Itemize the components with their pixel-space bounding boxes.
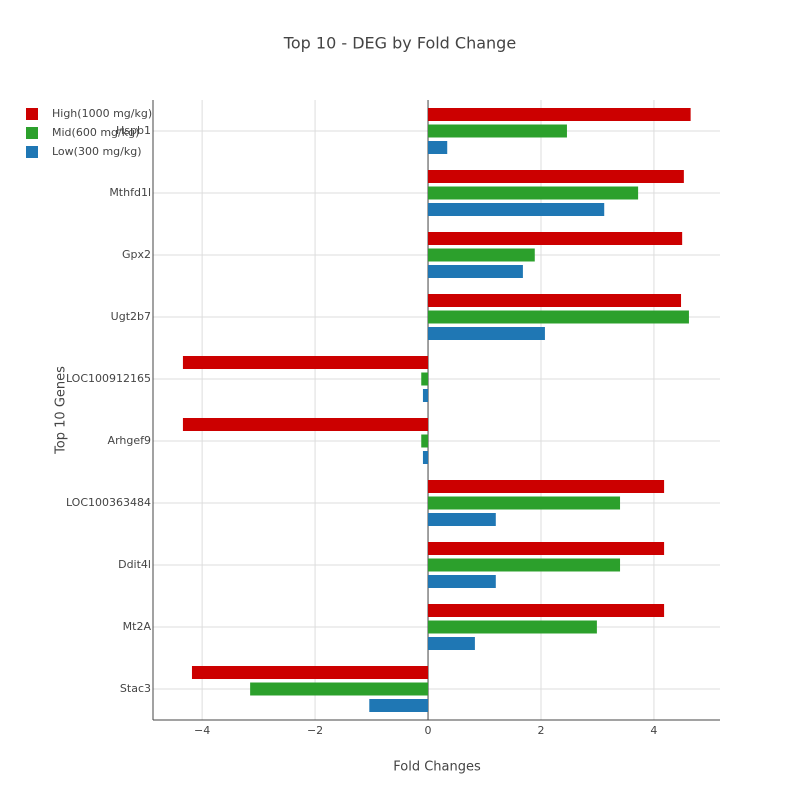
- bar: [428, 141, 448, 154]
- y-tick-label: Ugt2b7: [111, 310, 151, 323]
- bar: [428, 575, 496, 588]
- y-tick-label: Gpx2: [122, 248, 151, 261]
- x-tick-label: 2: [537, 724, 544, 737]
- bar: [428, 265, 523, 278]
- bar: [421, 434, 429, 448]
- bar: [428, 124, 567, 138]
- bar: [250, 682, 429, 696]
- bar: [191, 666, 429, 679]
- bar: [428, 542, 665, 555]
- legend-swatch: [26, 108, 38, 120]
- chart-title: Top 10 - DEG by Fold Change: [283, 34, 516, 53]
- bar: [428, 170, 684, 183]
- bar: [421, 372, 429, 386]
- bar: [428, 604, 665, 617]
- bar: [428, 108, 691, 121]
- legend-swatch: [26, 146, 38, 158]
- x-tick-label: 0: [425, 724, 432, 737]
- x-tick-label: 4: [650, 724, 657, 737]
- x-tick-label: −4: [194, 724, 210, 737]
- bar: [428, 186, 639, 200]
- legend-label: Low(300 mg/kg): [52, 145, 142, 158]
- bar: [428, 327, 545, 340]
- bar: [182, 418, 429, 431]
- y-axis-title: Top 10 Genes: [54, 366, 69, 455]
- bar: [428, 637, 475, 650]
- bar: [428, 232, 683, 245]
- bar: [182, 356, 429, 369]
- bar: [428, 203, 605, 216]
- bar: [428, 248, 535, 262]
- y-tick-label: Hspb1: [116, 124, 151, 137]
- y-tick-label: Mthfd1l: [109, 186, 151, 199]
- bar: [428, 558, 621, 572]
- bar: [422, 451, 429, 464]
- bar: [428, 294, 682, 307]
- bar: [428, 513, 496, 526]
- legend-label: Mid(600 mg/kg): [52, 126, 139, 139]
- x-tick-label: −2: [307, 724, 323, 737]
- x-axis-title: Fold Changes: [393, 760, 481, 775]
- bar: [428, 310, 689, 324]
- bar: [428, 480, 665, 493]
- bar: [428, 496, 621, 510]
- legend-swatch: [26, 127, 38, 139]
- y-tick-label: Mt2A: [123, 620, 152, 633]
- y-tick-label: Arhgef9: [108, 434, 151, 447]
- y-tick-label: Stac3: [120, 682, 151, 695]
- y-tick-label: LOC100363484: [66, 496, 151, 509]
- bar: [428, 620, 597, 634]
- bar: [422, 389, 429, 402]
- legend-label: High(1000 mg/kg): [52, 107, 152, 120]
- y-tick-label: Ddit4l: [118, 558, 151, 571]
- y-tick-label: LOC100912165: [66, 372, 151, 385]
- bar: [369, 699, 429, 712]
